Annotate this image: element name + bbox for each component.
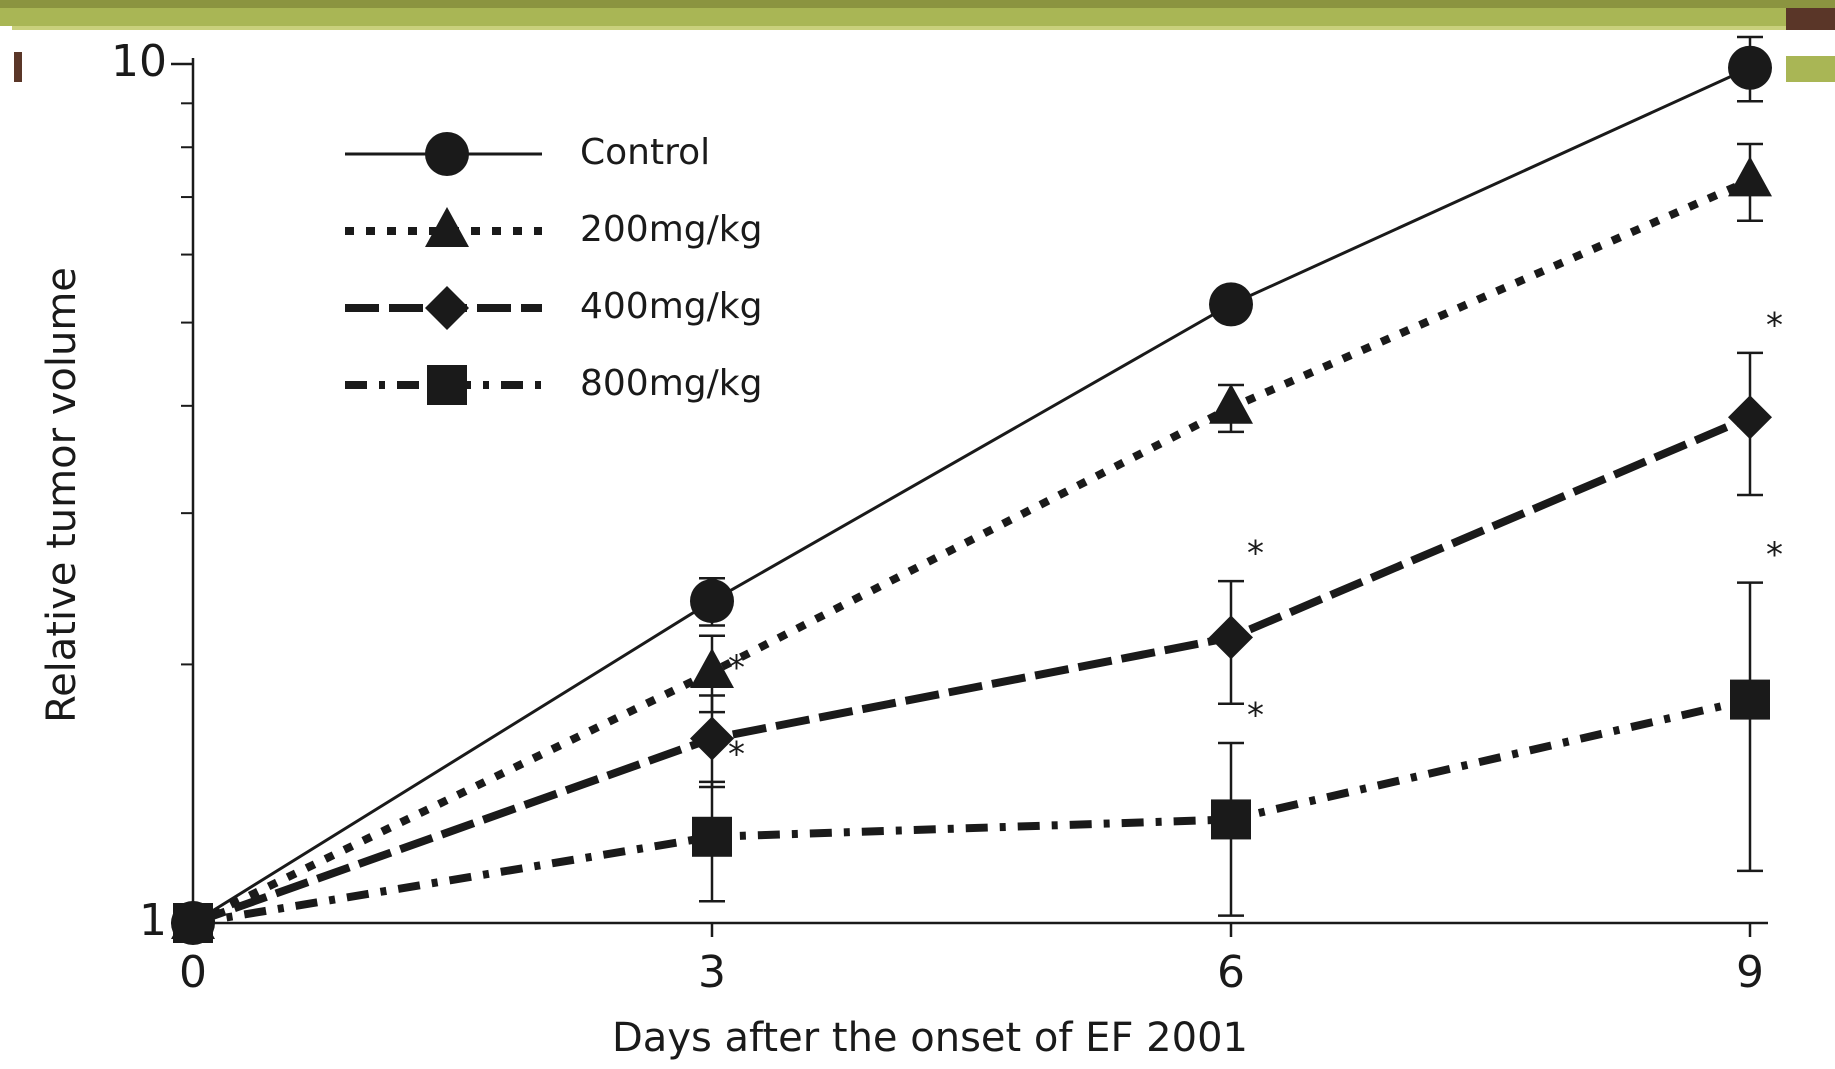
significance-mark: * (1766, 535, 1783, 575)
data-point (1728, 395, 1772, 440)
data-point (690, 647, 734, 688)
significance-mark: * (1247, 534, 1264, 574)
data-point (692, 816, 732, 857)
left-mark (14, 52, 22, 82)
x-tick-label: 0 (179, 947, 207, 998)
data-point (173, 903, 213, 943)
significance-mark: * (1766, 305, 1783, 345)
x-tick-label: 3 (698, 947, 726, 998)
data-point (1211, 799, 1251, 840)
data-point (1728, 45, 1772, 90)
legend-label: 800mg/kg (580, 363, 762, 404)
corner-square-green (1786, 56, 1835, 82)
legend-label: 200mg/kg (580, 209, 762, 250)
legend-marker (425, 207, 469, 247)
top-band-shadow (12, 26, 1788, 30)
series-line (192, 66, 1751, 925)
x-tick-label: 9 (1736, 947, 1764, 998)
series-line (191, 413, 1752, 927)
error-bar (1737, 581, 1763, 873)
data-point (1209, 282, 1253, 327)
data-point (690, 716, 734, 761)
significance-mark: * (1247, 696, 1264, 736)
data-point (1209, 383, 1253, 424)
y-axis-label: Relative tumor volume (39, 267, 85, 723)
x-tick-label: 6 (1217, 947, 1245, 998)
data-point (690, 579, 734, 624)
series-line (191, 176, 1752, 927)
top-band-edge (0, 0, 1835, 8)
legend-marker (425, 132, 469, 176)
y-tick-label: 10 (111, 36, 167, 87)
legend-marker (427, 365, 467, 405)
legend-label: Control (580, 132, 710, 173)
corner-square (1786, 8, 1835, 30)
legend-marker (425, 286, 469, 330)
series-line (192, 695, 1751, 927)
data-point (1728, 156, 1772, 197)
data-point (1209, 615, 1253, 660)
legend-label: 400mg/kg (580, 286, 762, 327)
data-point (1730, 679, 1770, 720)
y-tick-label: 1 (139, 895, 167, 946)
x-axis-label: Days after the onset of EF 2001 (612, 1015, 1248, 1061)
significance-mark: * (728, 648, 745, 688)
significance-mark: * (728, 734, 745, 774)
